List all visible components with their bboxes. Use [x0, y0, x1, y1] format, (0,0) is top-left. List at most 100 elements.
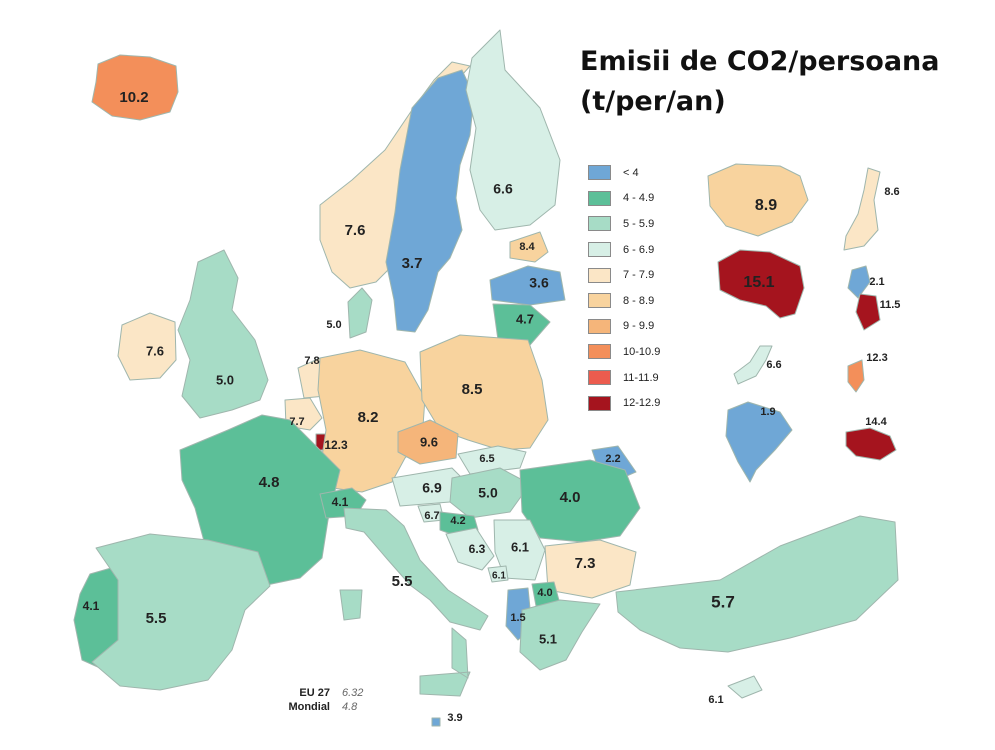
legend-item: < 4	[588, 160, 660, 186]
region-lithuania	[492, 303, 551, 346]
value-label-lithuania: 4.7	[516, 311, 534, 326]
legend-label: 5 - 5.9	[623, 217, 655, 230]
map-title-line-1: Emisii de CO2/persoana	[580, 46, 940, 77]
region-north-korea	[847, 265, 871, 299]
legend-item: 9 - 9.9	[588, 314, 660, 340]
value-label-germany: 8.2	[358, 409, 379, 426]
legend-item: 8 - 8.9	[588, 288, 660, 314]
value-label-latvia: 3.6	[529, 275, 549, 291]
value-label-new-zealand: 6.6	[766, 359, 781, 371]
region-india	[725, 401, 793, 483]
region-serbia	[493, 519, 546, 581]
value-label-north-macedonia: 4.0	[537, 587, 552, 599]
legend-swatch	[588, 216, 611, 232]
legend-label: 4 - 4.9	[623, 192, 655, 205]
region-sweden	[385, 69, 475, 333]
legend-label: < 4	[623, 166, 639, 179]
region-germany	[317, 349, 426, 493]
region-south-korea	[855, 293, 881, 331]
value-label-south-korea: 11.5	[880, 299, 901, 311]
region-japan	[843, 167, 881, 251]
region-bosnia	[445, 527, 495, 571]
region-spain	[91, 533, 271, 691]
region-greece	[519, 599, 601, 671]
legend-swatch	[588, 242, 611, 258]
region-latvia	[489, 265, 566, 306]
legend-label: 10-10.9	[623, 345, 661, 358]
value-label-bosnia: 6.3	[469, 542, 486, 556]
legend-swatch	[588, 318, 611, 334]
reference-label-eu27: EU 27	[299, 687, 330, 699]
region-hungary	[449, 467, 531, 519]
region-slovakia	[457, 445, 527, 475]
legend-item: 5 - 5.9	[588, 211, 660, 237]
reference-value-eu27: 6.32	[342, 687, 364, 699]
value-label-poland: 8.5	[462, 381, 483, 398]
region-australia	[717, 249, 805, 319]
region-china	[707, 163, 809, 237]
value-label-hungary: 5.0	[478, 485, 498, 501]
value-label-serbia: 6.1	[511, 539, 529, 554]
value-label-czechia: 9.6	[420, 434, 438, 449]
country-shapes	[73, 29, 899, 727]
legend-item: 7 - 7.9	[588, 262, 660, 288]
value-label-slovenia: 6.7	[424, 510, 439, 522]
value-label-bulgaria: 7.3	[575, 555, 596, 572]
value-label-china: 8.9	[755, 197, 777, 214]
legend-swatch	[588, 344, 611, 360]
legend-item: 11-11.9	[588, 365, 660, 391]
value-label-austria: 6.9	[422, 480, 442, 496]
value-label-montenegro: 6.1	[492, 571, 506, 582]
reference-value-mondial: 4.8	[342, 701, 358, 713]
value-label-finland: 6.6	[493, 181, 513, 197]
legend-swatch	[588, 165, 611, 181]
legend-label: 8 - 8.9	[623, 294, 655, 307]
region-estonia	[509, 231, 549, 263]
country-values: 10.2 7.6 3.7 6.6 8.4 3.6 4.7 7.6 5.0 5.0 7.8 7.7 12.…	[83, 89, 901, 724]
region-iceland	[91, 54, 179, 121]
value-label-uk: 5.0	[216, 372, 234, 387]
region-denmark	[347, 287, 373, 339]
legend-item: 6 - 6.9	[588, 237, 660, 263]
region-uk	[177, 249, 269, 419]
value-label-france: 4.8	[259, 474, 280, 491]
value-label-malta: 3.9	[447, 712, 462, 724]
map-title: Emisii de CO2/persoana (t/per/an)	[580, 42, 940, 122]
value-label-ireland: 7.6	[146, 343, 164, 358]
legend-label: 7 - 7.9	[623, 269, 655, 282]
value-label-spain: 5.5	[146, 610, 167, 627]
value-label-cyprus: 6.1	[708, 694, 723, 706]
legend-swatch	[588, 370, 611, 386]
value-label-slovakia: 6.5	[479, 453, 494, 465]
legend-swatch	[588, 293, 611, 309]
value-label-luxembourg: 12.3	[324, 438, 348, 452]
value-label-netherlands: 7.8	[304, 355, 319, 367]
legend-label: 9 - 9.9	[623, 320, 655, 333]
region-finland	[465, 29, 561, 231]
value-label-iceland: 10.2	[119, 89, 148, 106]
value-label-taiwan: 12.3	[866, 352, 887, 364]
region-usa	[845, 427, 897, 461]
value-label-sweden: 3.7	[402, 255, 423, 272]
value-label-belgium: 7.7	[289, 416, 304, 428]
region-taiwan	[847, 359, 865, 393]
legend-swatch	[588, 190, 611, 206]
value-label-estonia: 8.4	[519, 241, 535, 253]
region-czechia	[397, 419, 459, 465]
value-label-moldova: 2.2	[605, 453, 620, 465]
value-label-australia: 15.1	[743, 274, 774, 291]
region-cyprus	[727, 675, 763, 699]
legend-swatch	[588, 395, 611, 411]
value-label-turkey: 5.7	[711, 592, 735, 611]
legend-label: 6 - 6.9	[623, 243, 655, 256]
region-turkey	[615, 515, 899, 653]
value-label-italy: 5.5	[392, 573, 413, 590]
reference-row-eu27: EU 27 6.32	[268, 686, 363, 700]
region-poland	[419, 334, 549, 451]
region-italy	[339, 507, 489, 697]
value-label-romania: 4.0	[560, 489, 581, 506]
legend-label: 12-12.9	[623, 397, 661, 410]
value-label-north-korea: 2.1	[869, 276, 884, 288]
legend: < 4 4 - 4.9 5 - 5.9 6 - 6.9 7 - 7.9 8 - 8.9 9 …	[588, 160, 660, 416]
value-label-denmark: 5.0	[326, 319, 341, 331]
